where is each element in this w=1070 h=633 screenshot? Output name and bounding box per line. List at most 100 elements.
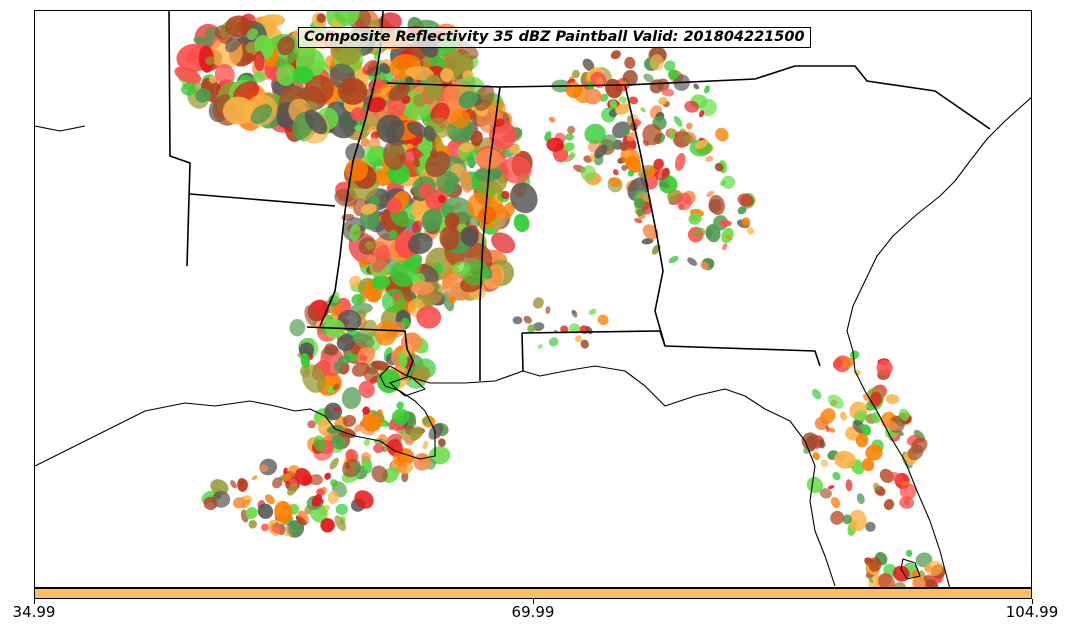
paintball-blob — [721, 175, 736, 189]
paintball-blob — [584, 123, 606, 144]
paintball-blob — [331, 302, 343, 317]
paintball-blob — [633, 198, 645, 209]
paintball-blob — [548, 116, 556, 123]
paintball-blob — [257, 503, 274, 519]
paintball-blob — [376, 114, 405, 144]
paintball-layer — [174, 11, 946, 587]
paintball-blob — [582, 58, 595, 72]
paintball-blob — [647, 167, 656, 178]
paintball-blob — [460, 226, 479, 247]
paintball-blob — [912, 576, 926, 587]
colorbar — [34, 588, 1032, 599]
paintball-blob — [459, 169, 473, 193]
paintball-blob — [437, 194, 446, 204]
paintball-blob — [624, 56, 636, 69]
paintball-blob — [668, 128, 676, 141]
paintball-blob — [532, 322, 545, 332]
paintball-blob — [584, 88, 602, 105]
paintball-blob — [879, 468, 894, 483]
paintball-blob — [412, 220, 423, 234]
paintball-blob — [861, 457, 875, 472]
paintball-blob — [288, 520, 305, 537]
paintball-blob — [865, 521, 876, 532]
paintball-blob — [351, 362, 370, 377]
paintball-blob — [642, 224, 659, 240]
paintball-blob — [324, 472, 331, 480]
paintball-blob — [452, 261, 471, 276]
paintball-blob — [715, 127, 729, 142]
border-al-tn — [499, 84, 626, 88]
paintball-blob — [537, 344, 543, 349]
paintball-blob — [374, 320, 398, 346]
paintball-blob — [404, 76, 414, 86]
paintball-blob — [476, 148, 502, 170]
paintball-blob — [423, 74, 444, 101]
paintball-blob — [214, 63, 235, 86]
paintball-blob — [619, 141, 630, 151]
paintball-blob — [563, 142, 575, 152]
paintball-blob — [289, 319, 306, 337]
paintball-blob — [205, 26, 219, 40]
paintball-blob — [413, 157, 420, 168]
paintball-blob — [410, 281, 435, 296]
paintball-blob — [304, 75, 334, 104]
paintball-blob — [388, 229, 398, 239]
paintball-blob — [302, 364, 326, 393]
coast-atlantic — [846, 97, 1031, 352]
paintball-blob — [620, 147, 641, 167]
paintball-blob — [626, 132, 637, 142]
paintball-blob — [282, 505, 289, 512]
paintball-blob — [842, 514, 852, 525]
paintball-blob — [205, 56, 216, 66]
paintball-blob — [287, 483, 298, 496]
paintball-blob — [706, 190, 714, 198]
paintball-blob — [523, 315, 532, 324]
border-ms-tn — [386, 82, 501, 88]
paintball-blob — [282, 473, 292, 482]
paintball-blob — [386, 198, 402, 214]
paintball-blob — [358, 258, 369, 268]
paintball-blob — [659, 181, 670, 189]
paintball-blob — [365, 240, 375, 250]
paintball-blob — [898, 408, 910, 421]
paintball-blob — [193, 36, 204, 45]
colorbar-tick — [533, 599, 534, 604]
paintball-blob — [848, 509, 867, 532]
paintball-blob — [643, 73, 654, 83]
paintball-blob — [436, 171, 460, 194]
paintball-blob — [583, 155, 592, 163]
paintball-blob — [627, 170, 634, 177]
paintball-blob — [906, 549, 913, 557]
paintball-blob — [370, 275, 391, 290]
paintball-blob — [827, 485, 835, 490]
paintball-blob — [845, 479, 853, 492]
border-ar-la — [189, 193, 336, 207]
paintball-blob — [714, 162, 724, 172]
paintball-blob — [688, 212, 702, 225]
paintball-blob — [354, 490, 374, 509]
paintball-blob — [316, 13, 327, 23]
paintball-blob — [839, 411, 847, 421]
paintball-blob — [396, 401, 404, 410]
paintball-blob — [687, 257, 698, 266]
paintball-blob — [360, 137, 370, 148]
paintball-blob — [668, 255, 679, 264]
paintball-blob — [241, 499, 251, 509]
paintball-blob — [856, 493, 865, 505]
paintball-blob — [919, 570, 924, 577]
paintball-blob — [737, 193, 754, 207]
paintball-blob — [334, 515, 347, 532]
paintball-blob — [329, 457, 339, 470]
paintball-blob — [900, 481, 910, 486]
paintball-blob — [248, 520, 258, 529]
paintball-blob — [331, 434, 346, 450]
coastline — [35, 97, 1031, 587]
paintball-blob — [324, 402, 343, 421]
paintball-blob — [341, 387, 362, 410]
paintball-blob — [527, 324, 535, 333]
paintball-blob — [580, 339, 589, 349]
paintball-blob — [378, 12, 402, 32]
paintball-blob — [246, 28, 259, 41]
paintball-blob — [353, 424, 362, 433]
paintball-blob — [658, 96, 668, 105]
